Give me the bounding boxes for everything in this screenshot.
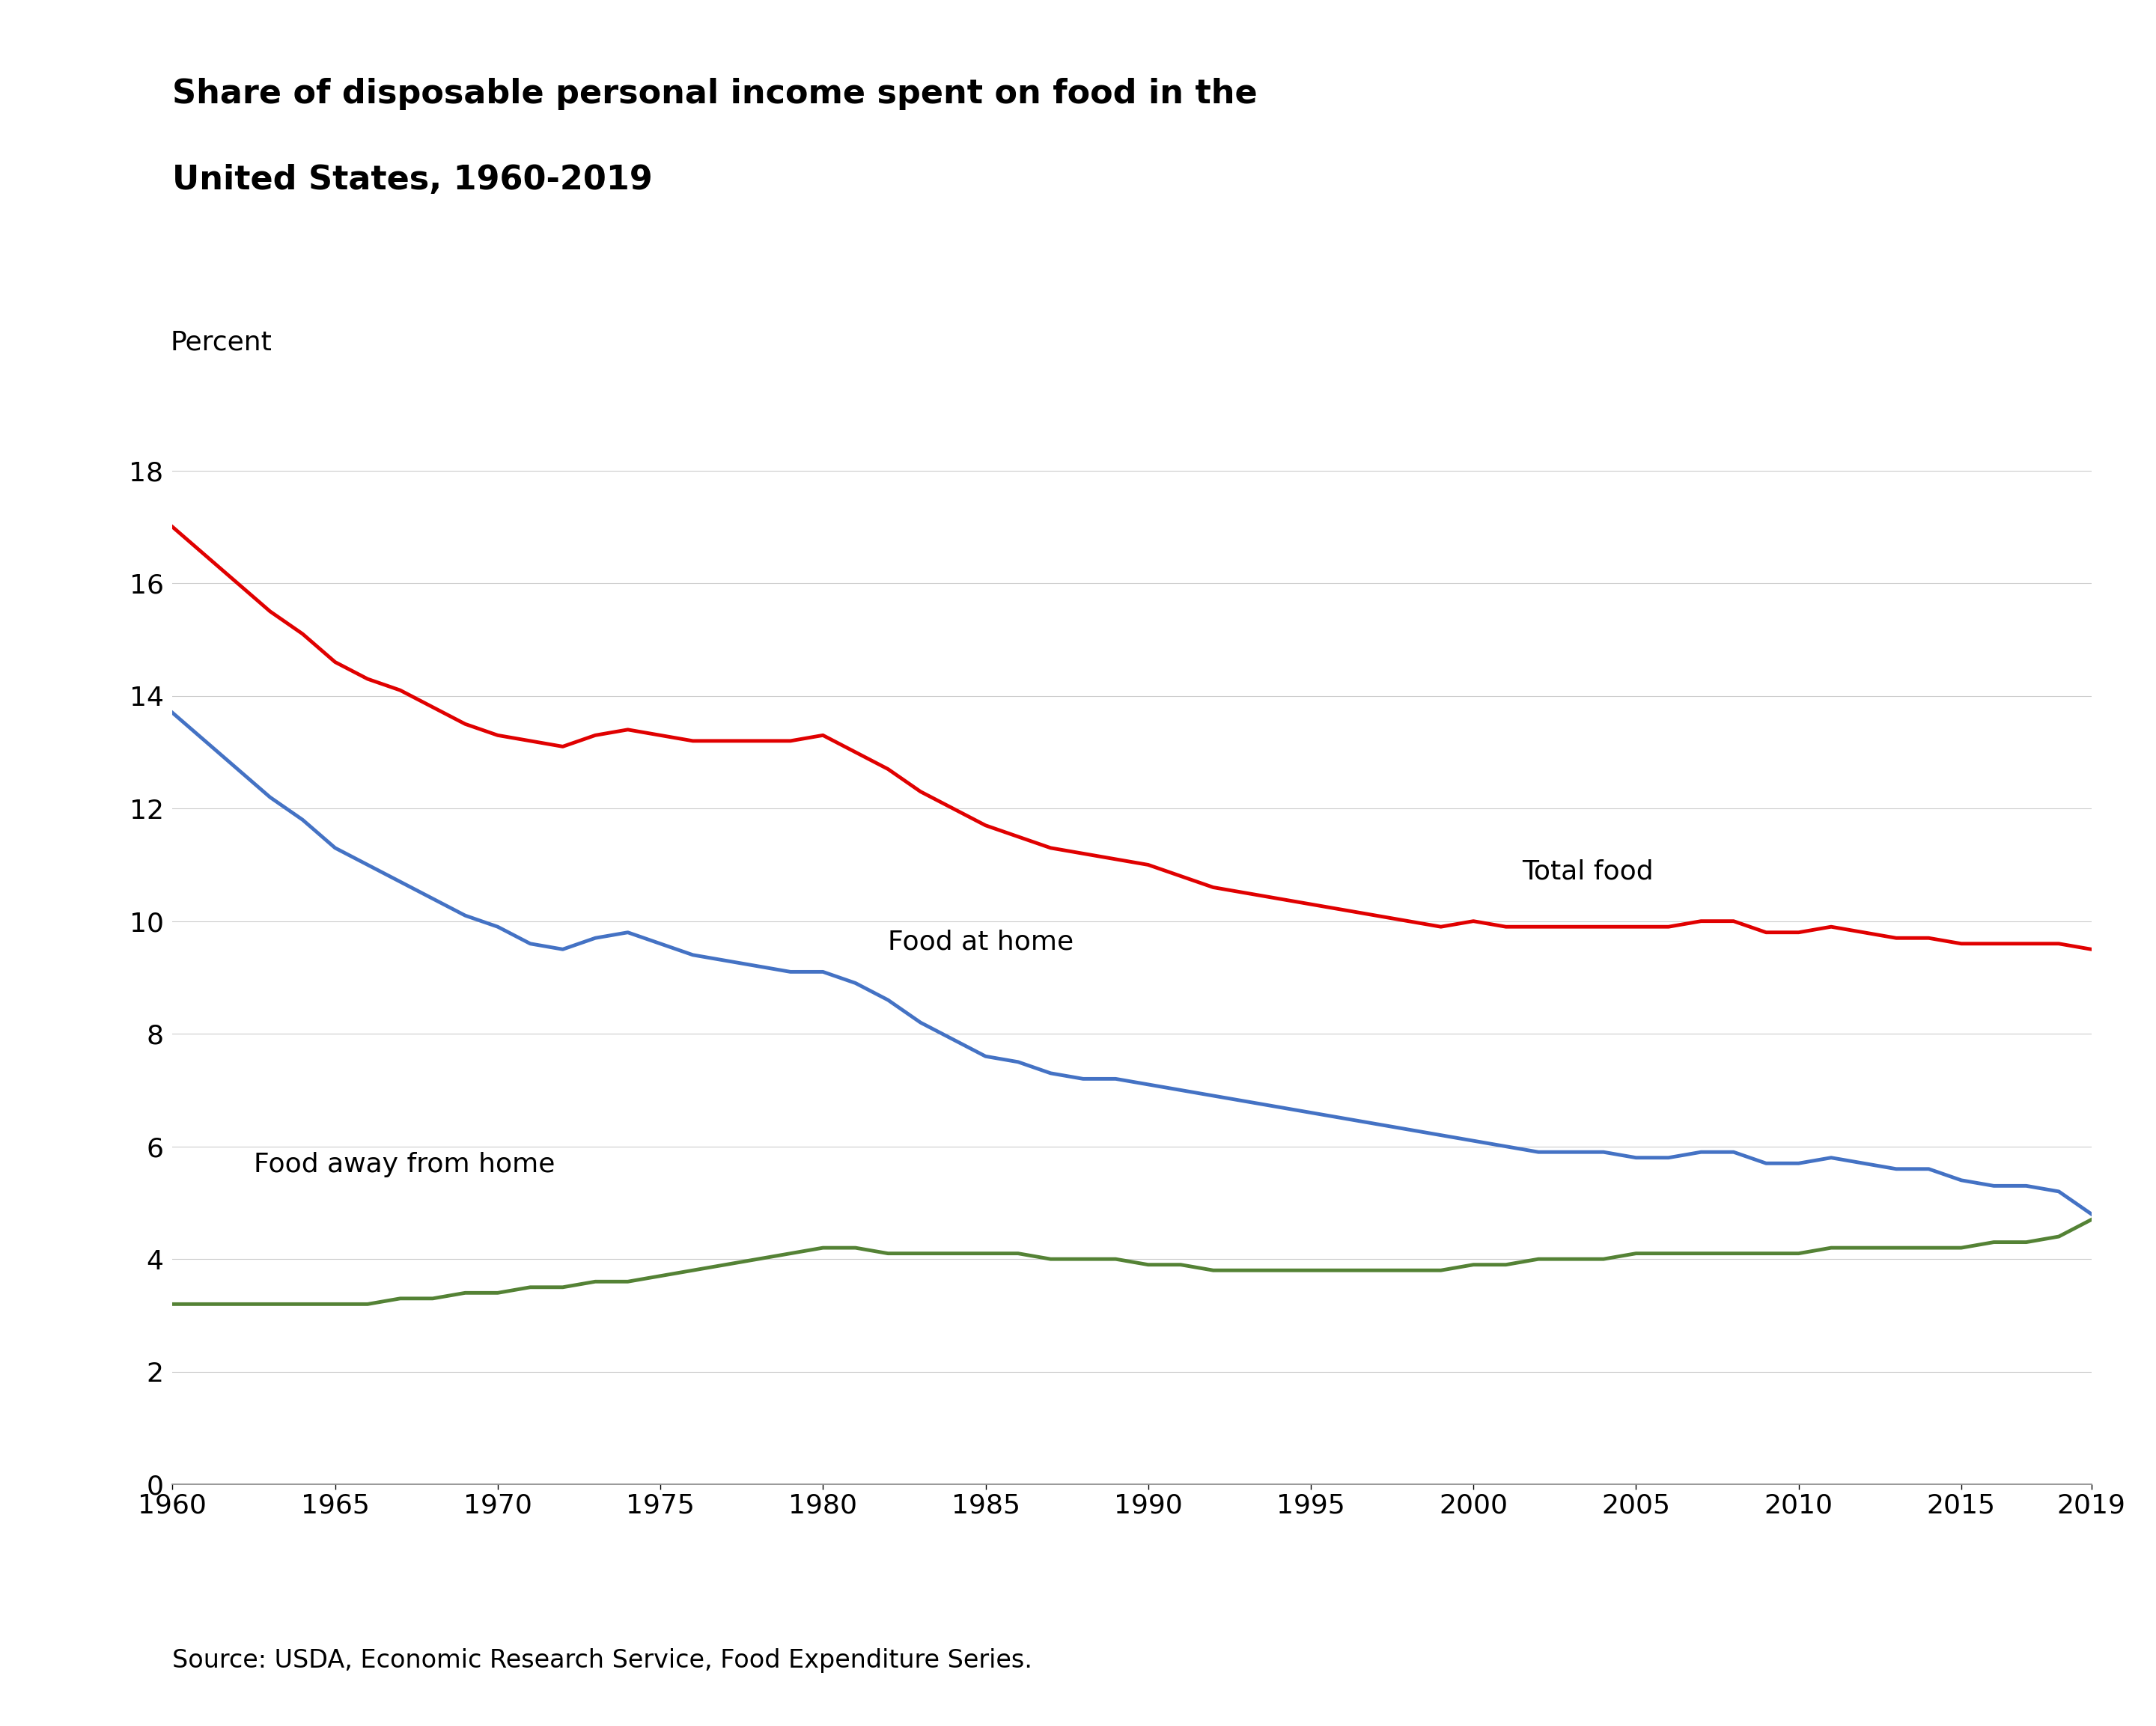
Text: Food at home: Food at home [888,930,1074,954]
Text: United States, 1960-2019: United States, 1960-2019 [172,164,653,197]
Text: Total food: Total food [1522,860,1654,884]
Text: Food away from home: Food away from home [254,1151,554,1177]
Text: Percent: Percent [170,330,272,356]
Text: Source: USDA, Economic Research Service, Food Expenditure Series.: Source: USDA, Economic Research Service,… [172,1648,1033,1672]
Text: Share of disposable personal income spent on food in the: Share of disposable personal income spen… [172,78,1257,110]
